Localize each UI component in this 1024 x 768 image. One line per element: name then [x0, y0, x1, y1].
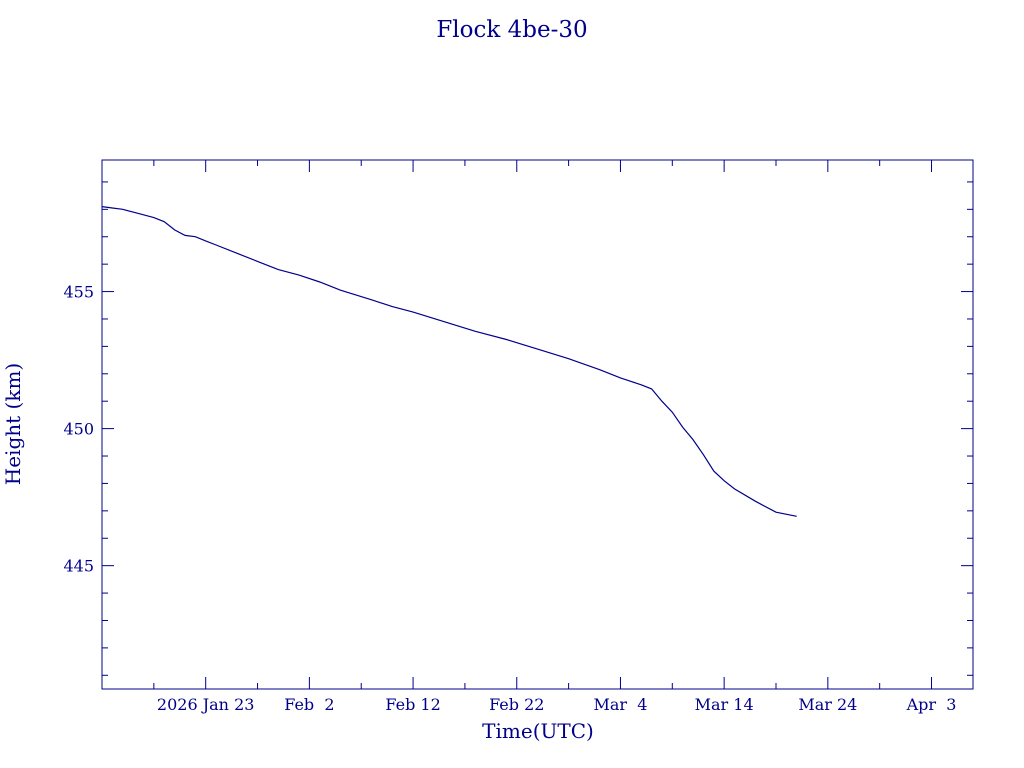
x-axis-ticks: 2026 Jan 23 Feb 2 Feb 12 Feb 22 Mar 4 Mar 14 M…: [101, 160, 957, 714]
x-tick-label: Apr 3: [906, 695, 957, 714]
chart-title: Flock 4be-30: [436, 17, 587, 43]
y-tick-label: 445: [63, 557, 94, 576]
x-tick-label: Mar 4: [593, 695, 647, 714]
x-tick-label: Mar 14: [695, 695, 754, 714]
y-axis-ticks: 445 450 455: [63, 181, 973, 676]
x-tick-label: 2026 Jan 23: [157, 695, 255, 714]
y-tick-label: 455: [63, 283, 94, 302]
plot-frame: [101, 159, 974, 690]
x-tick-label: Feb 2: [284, 695, 334, 714]
x-axis-label: Time(UTC): [482, 719, 594, 743]
x-tick-label: Mar 24: [798, 695, 857, 714]
y-tick-label: 450: [63, 420, 94, 439]
x-tick-label: Feb 22: [489, 695, 544, 714]
x-tick-label: Feb 12: [385, 695, 440, 714]
height-series-line: [101, 206, 797, 517]
y-axis-label: Height (km): [1, 363, 25, 485]
